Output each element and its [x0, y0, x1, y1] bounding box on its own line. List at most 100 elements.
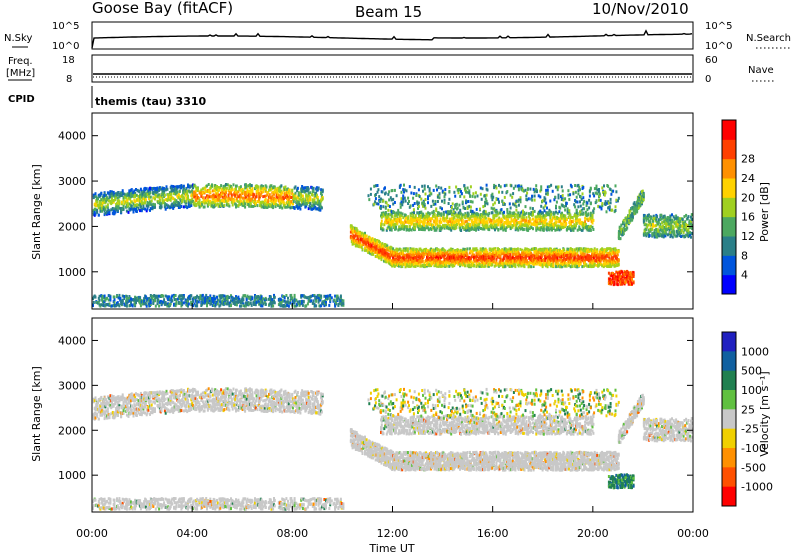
- power-echo-cell: [216, 302, 219, 306]
- power-echo-cell: [102, 302, 105, 306]
- power-echo-cell: [228, 187, 231, 191]
- power-echo-cell: [315, 207, 318, 211]
- power-echo-cell: [171, 203, 174, 207]
- power-echo-cell: [198, 205, 201, 209]
- power-echo-cell: [230, 193, 233, 197]
- power-echo-cell: [289, 301, 292, 305]
- power-echo-cell: [302, 186, 305, 190]
- power-echo-cell: [198, 198, 201, 202]
- power-echo-cell: [311, 207, 313, 211]
- power-echo-cell: [298, 197, 301, 201]
- power-echo-cell: [224, 301, 227, 305]
- power-echo-cell: [171, 294, 174, 298]
- power-echo-cell: [206, 304, 208, 308]
- power-echo-cell: [190, 204, 193, 207]
- power-echo-cell: [109, 297, 112, 300]
- power-echo-cell: [127, 210, 130, 214]
- power-echo-cell: [270, 184, 273, 188]
- power-echo-cell: [200, 194, 203, 198]
- power-echo-cell: [163, 187, 166, 191]
- power-echo-cell: [102, 207, 105, 211]
- power-echo-cell: [289, 298, 292, 302]
- power-echo-cell: [283, 188, 286, 191]
- power-echo-cell: [154, 205, 156, 209]
- power-echo-cell: [168, 295, 170, 299]
- power-echo-cell: [201, 187, 204, 191]
- power-echo-cell: [121, 189, 124, 193]
- power-echo-cell: [211, 189, 214, 193]
- power-echo-cell: [240, 301, 243, 305]
- power-echo-cell: [360, 245, 363, 249]
- power-echo-cell: [253, 303, 256, 306]
- freq-unit-label: [MHz]: [6, 68, 35, 79]
- power-echo-cell: [284, 195, 287, 199]
- power-echo-cell: [301, 303, 304, 307]
- power-echo-cell: [564, 261, 567, 265]
- power-echo-cell: [294, 194, 297, 198]
- power-echo-cell: [318, 293, 321, 297]
- power-echo-cell: [120, 200, 123, 204]
- power-echo-cell: [218, 188, 221, 192]
- power-echo-cell: [110, 208, 113, 212]
- power-echo-cell: [117, 191, 120, 195]
- power-echo-cell: [113, 192, 116, 196]
- power-echo-cell: [116, 202, 118, 206]
- power-echo-cell: [148, 297, 151, 300]
- power-echo-cell: [164, 294, 167, 298]
- power-echo-cell: [94, 295, 97, 299]
- power-echo-cell: [313, 199, 316, 203]
- power-echo-cell: [125, 295, 128, 299]
- power-echo-cell: [118, 304, 121, 308]
- power-echo-cell: [514, 265, 517, 269]
- power-echo-cell: [334, 294, 337, 298]
- power-echo-cell: [275, 203, 278, 206]
- power-echo-cell: [159, 187, 162, 191]
- power-echo-cell: [222, 297, 225, 301]
- power-echo-cell: [353, 236, 356, 240]
- power-echo-cell: [245, 296, 248, 300]
- power-echo-cell: [310, 206, 313, 210]
- power-echo-cell: [287, 201, 290, 204]
- power-echo-cell: [135, 188, 137, 191]
- power-echo-cell: [318, 199, 321, 203]
- power-echo-cell: [101, 205, 104, 209]
- power-echo-cell: [359, 235, 362, 238]
- power-echo-cell: [227, 199, 230, 203]
- power-echo-cell: [182, 295, 185, 299]
- power-echo-cell: [210, 302, 213, 306]
- power-echo-cell: [552, 264, 555, 267]
- power-echo-cell: [137, 195, 140, 198]
- power-echo-cell: [279, 204, 282, 208]
- power-echo-cell: [105, 205, 108, 209]
- power-echo-cell: [179, 294, 182, 298]
- power-echo-cell: [320, 304, 323, 308]
- power-echo-cell: [220, 199, 223, 202]
- power-echo-cell: [306, 198, 309, 202]
- power-echo-cell: [388, 255, 391, 259]
- power-echo-cell: [211, 203, 213, 207]
- power-echo-cell: [617, 250, 620, 254]
- power-echo-cell: [145, 304, 148, 308]
- power-echo-cell: [291, 296, 294, 300]
- power-echo-cell: [132, 208, 135, 212]
- power-echo-cell: [563, 248, 566, 252]
- power-echo-cell: [249, 186, 251, 190]
- power-echo-cell: [365, 242, 368, 246]
- power-echo-cell: [354, 238, 357, 242]
- power-echo-cell: [233, 199, 236, 203]
- power-echo-cell: [125, 193, 128, 197]
- power-echo-cell: [329, 298, 332, 302]
- power-echo-cell: [171, 299, 174, 303]
- power-echo-cell: [222, 191, 225, 195]
- power-echo-cell: [380, 258, 383, 262]
- power-echo-cell: [319, 207, 322, 211]
- power-echo-cell: [181, 198, 184, 202]
- power-echo-cell: [301, 200, 304, 204]
- power-echo-cell: [223, 203, 226, 207]
- power-echo-cell: [170, 192, 173, 196]
- power-echo-cell: [174, 203, 177, 207]
- power-echo-cell: [288, 191, 291, 195]
- power-echo-cell: [209, 296, 212, 300]
- power-echo-cell: [243, 196, 246, 200]
- power-echo-cell: [173, 293, 175, 297]
